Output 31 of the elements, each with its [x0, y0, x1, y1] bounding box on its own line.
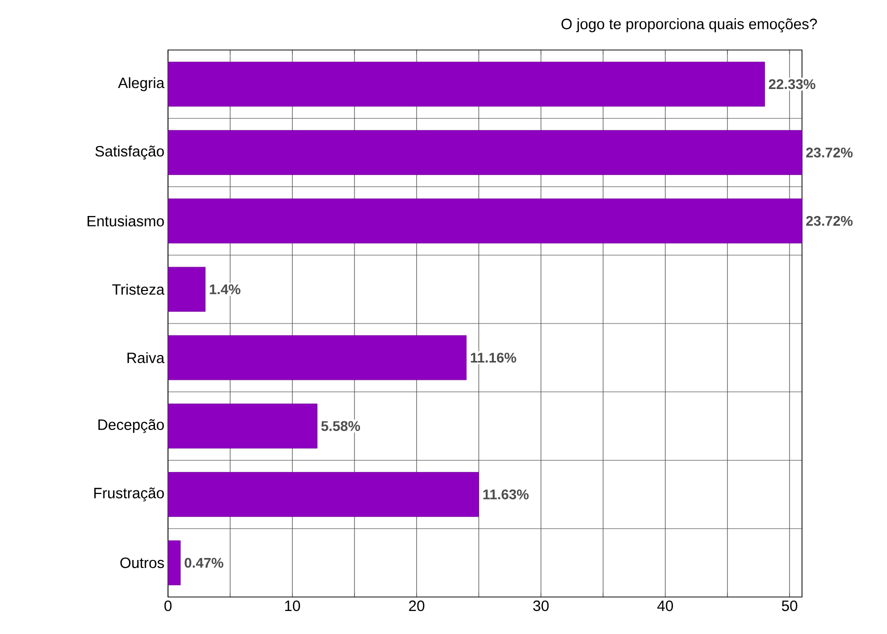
x-tick-label: 30: [533, 600, 549, 612]
x-tick-label: 0: [164, 600, 172, 612]
annotation: 0.47%: [184, 558, 224, 568]
bar: [168, 130, 802, 175]
annotation: 22.33%: [768, 79, 816, 90]
annotation: 1.4%: [210, 284, 240, 294]
y-tick-label: Decepção: [98, 419, 164, 433]
y-tick-label: Satisfação: [95, 146, 164, 160]
y-tick-label: Entusiasmo: [88, 215, 164, 226]
y-tick-label: Tristeza: [112, 284, 164, 295]
annotation: 23.72%: [806, 148, 853, 158]
bar: [168, 335, 467, 380]
y-tick-label: Frustração: [94, 487, 164, 502]
x-tick-label: 40: [657, 600, 673, 612]
annotation: 11.16%: [470, 352, 516, 363]
bar: [168, 472, 479, 517]
bar: [168, 198, 802, 244]
annotation: 5.58%: [321, 421, 360, 431]
annotation: 23.72%: [806, 216, 853, 226]
annotation: 11.63%: [483, 489, 529, 500]
bar: [168, 62, 765, 107]
bar: [168, 266, 206, 312]
y-tick-label: Alegria: [118, 77, 164, 92]
bar: [168, 540, 181, 586]
chart-title: O jogo te proporciona quais emoções?: [562, 18, 817, 32]
x-tick-label: 50: [782, 600, 798, 612]
x-tick-label: 20: [409, 600, 424, 612]
bar: [168, 404, 318, 448]
x-tick-label: 10: [285, 600, 300, 612]
y-tick-label: Raiva: [128, 352, 164, 364]
y-tick-label: Outros: [120, 558, 164, 568]
